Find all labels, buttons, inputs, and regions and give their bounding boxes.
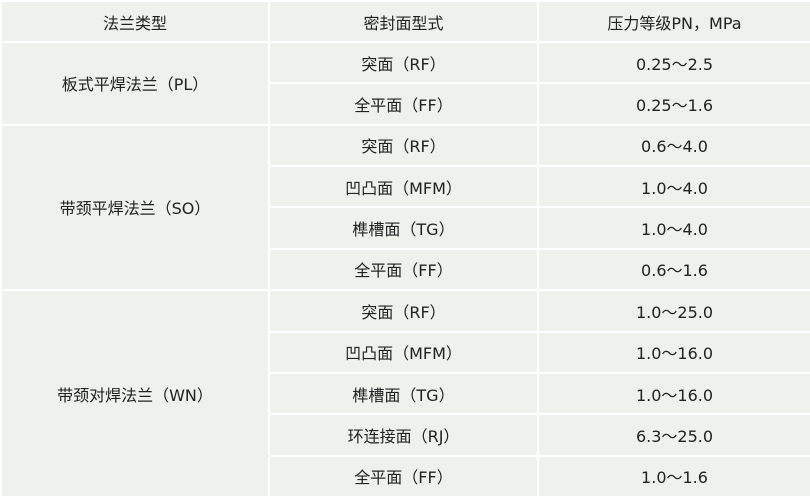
pressure-cell: 0.6～1.6 <box>537 247 810 292</box>
table-body: 板式平焊法兰（PL） 突面（RF） 0.25～2.5 全平面（FF） 0.25～1.6 带… <box>0 40 810 498</box>
pressure-cell: 1.0～4.0 <box>537 206 810 250</box>
pressure-cell: 0.6～4.0 <box>537 123 810 168</box>
sealing-face-cell: 榫槽面（TG） <box>268 371 539 416</box>
table-row: 全平面（FF） 1.0～1.6 <box>1 454 810 498</box>
pressure-cell: 1.0～4.0 <box>537 165 810 209</box>
sealing-face-cell: 全平面（FF） <box>268 82 539 126</box>
sealing-face-cell: 凹凸面（MFM） <box>268 165 539 209</box>
header-sealing-face: 密封面型式 <box>268 0 539 43</box>
sealing-face-cell: 全平面（FF） <box>268 247 539 292</box>
pressure-cell: 1.0～1.6 <box>537 454 810 498</box>
pressure-cell: 1.0～16.0 <box>537 330 810 374</box>
table-row: 板式平焊法兰（PL） 突面（RF） 0.25～2.5 <box>0 40 810 126</box>
pressure-cell: 0.25～1.6 <box>537 82 810 126</box>
header-row: 法兰类型 密封面型式 压力等级PN，MPa <box>0 0 810 43</box>
sealing-face-cell: 突面（RF） <box>268 40 539 85</box>
header-pressure-rating: 压力等级PN，MPa <box>537 0 810 43</box>
pressure-cell: 1.0～16.0 <box>537 371 810 416</box>
table-row: 环连接面（RJ） 6.3～25.0 <box>1 413 810 457</box>
header-flange-type: 法兰类型 <box>0 0 270 43</box>
table-row: 带颈平焊法兰（SO） 突面（RF） 0.6～4.0 <box>0 123 810 292</box>
table-row: 凹凸面（MFM） 1.0～16.0 <box>1 330 810 374</box>
sealing-face-cell: 全平面（FF） <box>268 454 539 498</box>
pressure-cell: 6.3～25.0 <box>537 413 810 457</box>
table-row: 榫槽面（TG） 1.0～4.0 <box>1 206 810 250</box>
sealing-face-cell: 突面（RF） <box>268 123 539 168</box>
sealing-face-cell: 凹凸面（MFM） <box>268 330 539 374</box>
flange-type-cell: 带颈对焊法兰（WN） <box>0 289 270 498</box>
table-row: 全平面（FF） 0.6～1.6 <box>1 247 810 292</box>
flange-type-cell: 带颈平焊法兰（SO） <box>0 123 270 292</box>
pressure-cell: 0.25～2.5 <box>537 40 810 85</box>
table-row: 凹凸面（MFM） 1.0～4.0 <box>1 165 810 209</box>
flange-type-cell: 板式平焊法兰（PL） <box>0 41 270 126</box>
table-row: 带颈对焊法兰（WN） 突面（RF） 1.0～25.0 <box>0 289 810 498</box>
sealing-face-cell: 突面（RF） <box>268 289 539 333</box>
sealing-face-cell: 榫槽面（TG） <box>268 206 539 250</box>
table-row: 榫槽面（TG） 1.0～16.0 <box>1 371 810 416</box>
sealing-face-cell: 环连接面（RJ） <box>268 413 539 457</box>
pressure-cell: 1.0～25.0 <box>537 289 810 333</box>
